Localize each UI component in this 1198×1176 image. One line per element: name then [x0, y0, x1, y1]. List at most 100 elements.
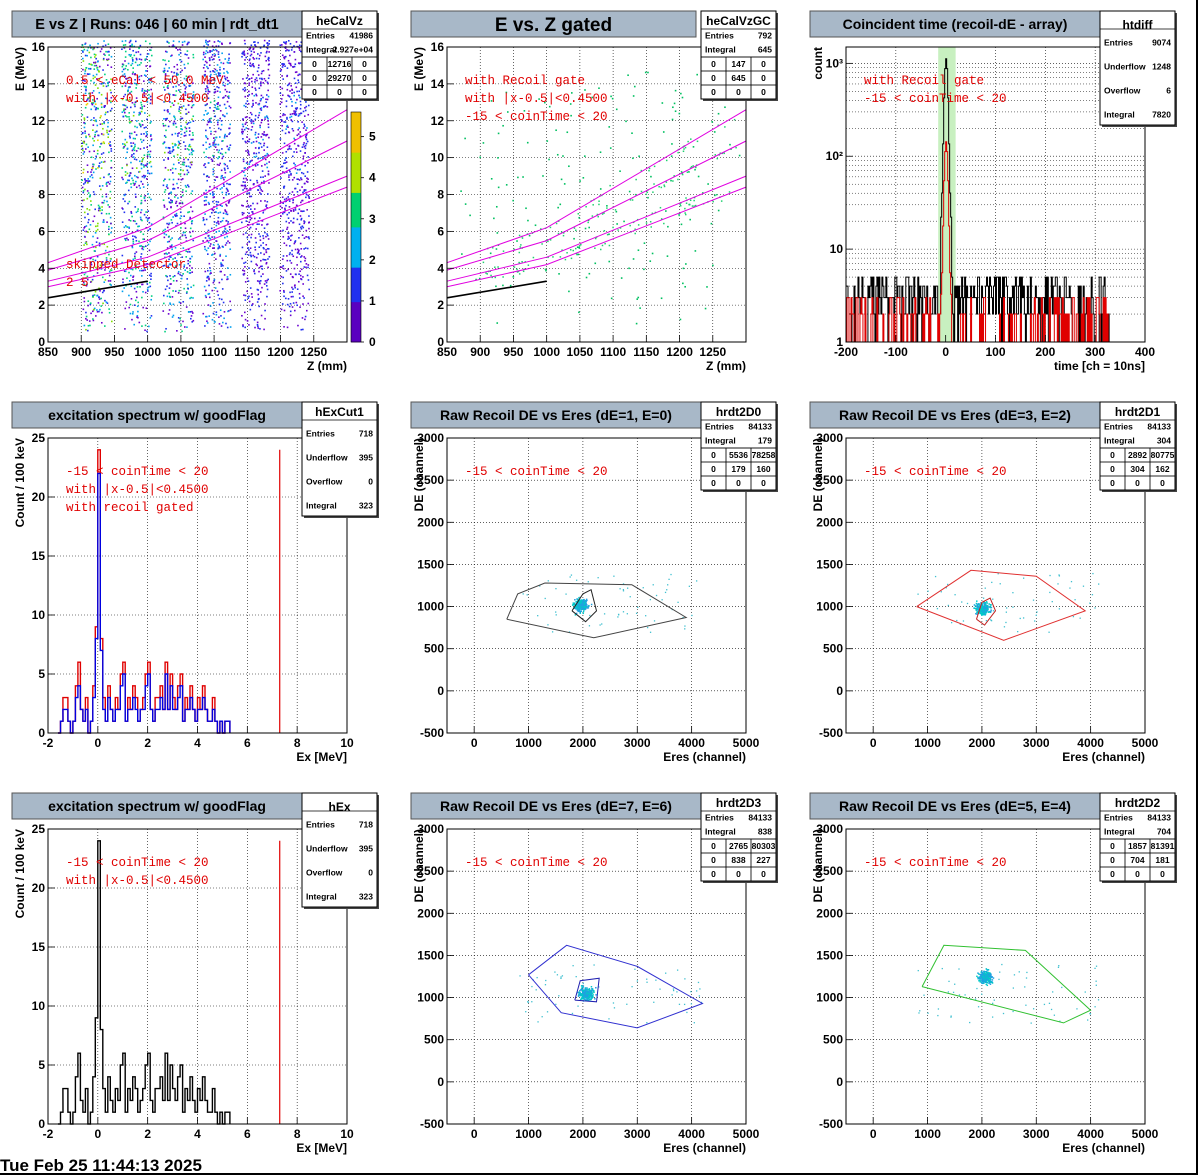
heatmap-cell	[242, 214, 244, 216]
heatmap-cell	[97, 43, 99, 45]
heatmap-cell	[302, 146, 304, 148]
y-tick-label: 16	[431, 40, 445, 54]
heatmap-cell	[181, 215, 183, 217]
heatmap-cell	[142, 176, 144, 178]
heatmap-cell	[245, 295, 247, 297]
heatmap-cell	[173, 280, 175, 282]
heatmap-cell	[300, 150, 302, 152]
heatmap-cell	[252, 57, 254, 59]
heatmap-cell	[260, 108, 262, 110]
heatmap-cell	[250, 112, 252, 114]
heatmap-cell	[288, 298, 290, 300]
heatmap-cell	[290, 315, 292, 317]
heatmap-cell	[245, 186, 247, 188]
heatmap-cell	[170, 106, 172, 108]
heatmap-cell	[109, 197, 111, 199]
heatmap-cell	[128, 63, 130, 65]
heatmap-cell	[210, 118, 212, 120]
heatmap-cell	[98, 208, 100, 210]
scatter-point	[541, 243, 543, 245]
scatter-point	[582, 992, 584, 994]
scatter-point	[983, 598, 984, 599]
heatmap-cell	[133, 112, 135, 114]
heatmap-cell	[136, 186, 138, 188]
heatmap-cell	[211, 228, 213, 230]
scatter-point	[976, 609, 978, 611]
scatter-point	[714, 154, 716, 156]
heatmap-cell	[91, 174, 93, 176]
stats-matrix-value: 0	[1135, 478, 1140, 488]
heatmap-cell	[225, 210, 227, 212]
heatmap-cell	[95, 109, 97, 111]
heatmap-cell	[302, 158, 304, 160]
heatmap-cell	[103, 40, 105, 42]
palette-cell	[351, 256, 361, 262]
scatter-point	[630, 596, 631, 597]
scatter-point	[963, 620, 964, 621]
heatmap-cell	[168, 152, 170, 154]
heatmap-cell	[280, 318, 282, 320]
scatter-point	[666, 160, 668, 162]
heatmap-cell	[305, 106, 307, 108]
annotation-text: -15 < coinTime < 20	[465, 465, 608, 479]
heatmap-cell	[203, 67, 205, 69]
heatmap-cell	[290, 85, 292, 87]
heatmap-cell	[111, 108, 113, 110]
heatmap-cell	[178, 159, 180, 161]
heatmap-cell	[293, 130, 295, 132]
heatmap-cell	[174, 196, 176, 198]
heatmap-cell	[216, 311, 218, 313]
heatmap-cell	[219, 323, 221, 325]
heatmap-cell	[164, 253, 166, 255]
heatmap-cell	[228, 58, 230, 60]
scatter-point	[683, 151, 685, 153]
heatmap-cell	[248, 205, 250, 207]
heatmap-cell	[268, 182, 270, 184]
heatmap-cell	[187, 271, 189, 273]
palette-cell	[351, 325, 361, 331]
heatmap-cell	[289, 179, 291, 181]
y-tick-label: 16	[32, 40, 46, 54]
stats-matrix-value: 0	[711, 478, 716, 488]
scatter-point	[496, 248, 498, 250]
heatmap-cell	[226, 135, 228, 137]
scatter-point	[684, 1004, 685, 1005]
scatter-point	[606, 205, 608, 207]
heatmap-cell	[267, 267, 269, 269]
heatmap-cell	[193, 150, 195, 152]
heatmap-cell	[126, 107, 128, 109]
heatmap-cell	[267, 90, 269, 92]
heatmap-cell	[299, 253, 301, 255]
heatmap-cell	[221, 279, 223, 281]
heatmap-cell	[241, 222, 243, 224]
heatmap-cell	[263, 106, 265, 108]
heatmap-cell	[227, 83, 229, 85]
heatmap-cell	[241, 185, 243, 187]
heatmap-cell	[85, 242, 87, 244]
heatmap-cell	[143, 166, 145, 168]
heatmap-cell	[133, 324, 135, 326]
heatmap-cell	[207, 41, 209, 43]
heatmap-cell	[261, 79, 263, 81]
stats-entry-value: 395	[359, 452, 373, 462]
scatter-point	[490, 275, 492, 277]
heatmap-cell	[262, 170, 264, 172]
heatmap-cell	[257, 327, 259, 329]
heatmap-cell	[307, 171, 309, 173]
heatmap-cell	[226, 279, 228, 281]
heatmap-cell	[258, 246, 260, 248]
heatmap-cell	[205, 204, 207, 206]
heatmap-cell	[151, 138, 153, 140]
heatmap-cell	[109, 141, 111, 143]
heatmap-cell	[298, 237, 300, 239]
heatmap-cell	[250, 247, 252, 249]
heatmap-cell	[84, 217, 86, 219]
scatter-point	[550, 227, 552, 229]
heatmap-cell	[165, 51, 167, 53]
heatmap-cell	[171, 134, 173, 136]
heatmap-cell	[268, 57, 270, 59]
heatmap-cell	[258, 306, 260, 308]
scatter-point	[991, 620, 992, 621]
heatmap-cell	[267, 106, 269, 108]
heatmap-cell	[294, 310, 296, 312]
